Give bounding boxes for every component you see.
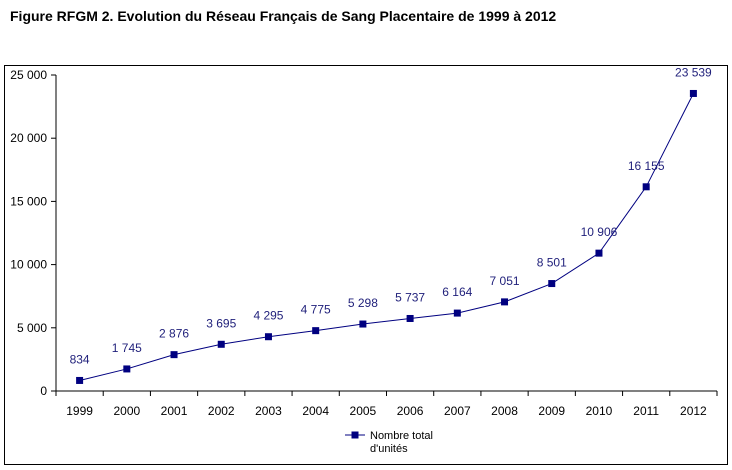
- legend-marker: [351, 431, 359, 439]
- data-point: [312, 327, 320, 335]
- x-tick-label: 2000: [113, 404, 140, 418]
- data-label: 4 295: [253, 309, 283, 323]
- data-label: 2 876: [159, 327, 189, 341]
- y-tick-label: 15 000: [10, 194, 47, 208]
- x-tick-label: 2008: [491, 404, 518, 418]
- x-tick-label: 2002: [208, 404, 235, 418]
- data-point: [689, 89, 697, 97]
- data-point: [501, 298, 509, 306]
- data-label: 4 775: [301, 303, 331, 317]
- data-point: [170, 351, 178, 359]
- y-tick-label: 10 000: [10, 258, 47, 272]
- data-label: 6 164: [442, 285, 472, 299]
- x-tick-label: 2005: [350, 404, 377, 418]
- figure-title: Figure RFGM 2. Evolution du Réseau Franç…: [10, 8, 557, 24]
- x-tick-label: 2010: [586, 404, 613, 418]
- legend-label-line2: d'unités: [370, 443, 408, 455]
- y-tick-label: 20 000: [10, 131, 47, 145]
- data-label: 5 737: [395, 290, 425, 304]
- data-label: 23 539: [675, 65, 712, 79]
- data-label: 16 155: [628, 159, 665, 173]
- data-label: 834: [70, 352, 90, 366]
- data-label: 10 906: [581, 225, 618, 239]
- data-label: 7 051: [490, 274, 520, 288]
- legend-label-line1: Nombre total: [370, 430, 433, 442]
- data-label: 3 695: [206, 316, 236, 330]
- x-tick-label: 2006: [397, 404, 424, 418]
- data-point: [359, 320, 367, 328]
- data-label: 1 745: [112, 341, 142, 355]
- x-tick-label: 2012: [680, 404, 707, 418]
- x-tick-label: 2004: [302, 404, 329, 418]
- x-tick-label: 2007: [444, 404, 471, 418]
- series-line: [79, 93, 694, 381]
- data-point: [123, 365, 131, 373]
- data-point: [217, 340, 225, 348]
- data-point: [642, 183, 650, 191]
- y-tick-label: 25 000: [10, 68, 47, 82]
- x-tick-label: 2001: [161, 404, 188, 418]
- data-point: [595, 249, 603, 257]
- data-point: [453, 309, 461, 317]
- y-tick-label: 0: [40, 384, 47, 398]
- x-tick-label: 2011: [633, 404, 659, 418]
- x-tick-label: 2003: [255, 404, 282, 418]
- x-tick-label: 2009: [538, 404, 565, 418]
- x-tick-label: 1999: [66, 404, 93, 418]
- data-label: 5 298: [348, 296, 378, 310]
- data-label: 8 501: [537, 256, 567, 270]
- y-tick-label: 5 000: [17, 321, 47, 335]
- chart-frame: [4, 65, 728, 465]
- data-point: [264, 333, 272, 341]
- data-point: [76, 376, 84, 384]
- data-point: [406, 314, 414, 322]
- data-point: [548, 280, 556, 288]
